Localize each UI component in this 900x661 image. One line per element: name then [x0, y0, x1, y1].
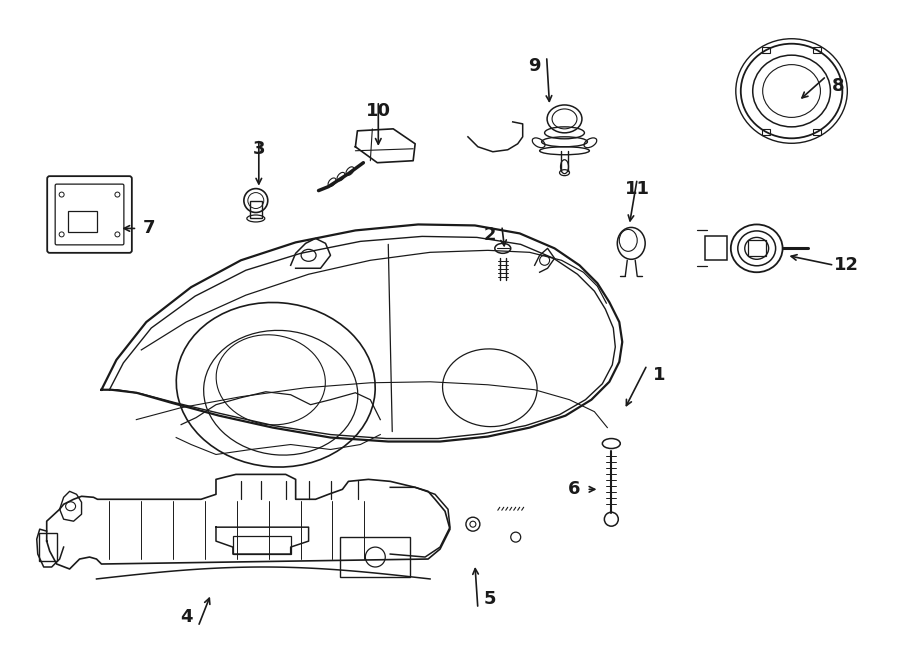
Text: 9: 9 [528, 57, 541, 75]
Text: 3: 3 [253, 139, 266, 158]
Bar [233, 536, 291, 554]
Bar [761, 47, 770, 53]
Bar [68, 210, 97, 233]
Bar [748, 241, 766, 256]
Bar [340, 537, 410, 577]
Text: 6: 6 [568, 481, 580, 498]
Text: 1: 1 [652, 366, 665, 384]
Text: 12: 12 [833, 256, 859, 274]
Bar [814, 130, 822, 136]
Text: 2: 2 [483, 227, 496, 245]
Bar [705, 237, 727, 260]
Text: 7: 7 [143, 219, 156, 237]
Text: 10: 10 [365, 102, 391, 120]
Bar [761, 130, 770, 136]
Text: 11: 11 [625, 180, 650, 198]
Bar [39, 533, 57, 561]
Text: 4: 4 [180, 608, 193, 626]
Bar [250, 200, 262, 219]
Text: 5: 5 [483, 590, 496, 608]
Bar [814, 47, 822, 53]
Text: 8: 8 [832, 77, 845, 95]
